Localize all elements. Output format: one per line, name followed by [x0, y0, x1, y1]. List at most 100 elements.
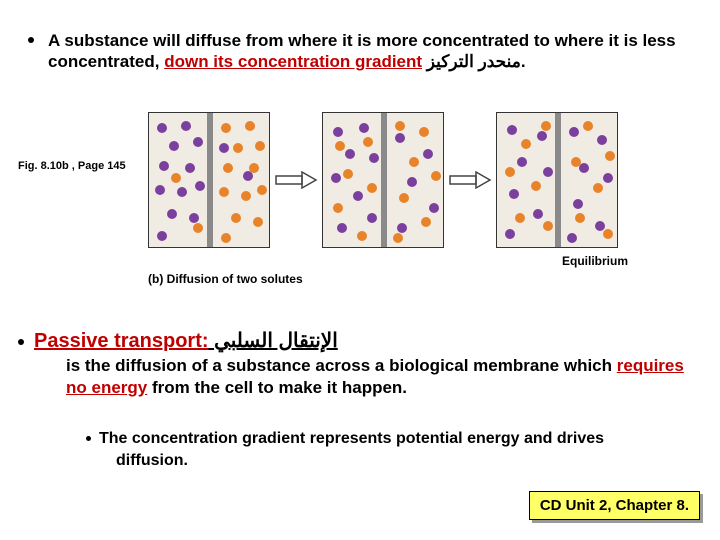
- bullet-dot: [86, 436, 91, 441]
- orange-molecule: [543, 221, 553, 231]
- purple-molecule: [397, 223, 407, 233]
- passive-desc-1: is the diffusion of a substance across a…: [66, 356, 617, 375]
- purple-molecule: [185, 163, 195, 173]
- bullet-1-ar: منحدر التركيز: [422, 52, 521, 71]
- purple-molecule: [407, 177, 417, 187]
- orange-molecule: [193, 223, 203, 233]
- purple-molecule: [333, 127, 343, 137]
- purple-molecule: [169, 141, 179, 151]
- orange-molecule: [333, 203, 343, 213]
- purple-molecule: [181, 121, 191, 131]
- purple-molecule: [369, 153, 379, 163]
- diffusion-diagram: Equilibrium (b) Diffusion of two solutes: [148, 112, 628, 287]
- orange-molecule: [603, 229, 613, 239]
- orange-molecule: [409, 157, 419, 167]
- orange-molecule: [335, 141, 345, 151]
- purple-molecule: [537, 131, 547, 141]
- purple-molecule: [423, 149, 433, 159]
- orange-molecule: [221, 233, 231, 243]
- diagram-panel: [496, 112, 618, 248]
- orange-molecule: [605, 151, 615, 161]
- purple-molecule: [195, 181, 205, 191]
- purple-molecule: [157, 123, 167, 133]
- orange-molecule: [253, 217, 263, 227]
- orange-molecule: [249, 163, 259, 173]
- purple-molecule: [219, 143, 229, 153]
- orange-molecule: [363, 137, 373, 147]
- orange-molecule: [367, 183, 377, 193]
- orange-molecule: [393, 233, 403, 243]
- purple-molecule: [367, 213, 377, 223]
- orange-molecule: [571, 157, 581, 167]
- purple-molecule: [507, 125, 517, 135]
- orange-molecule: [255, 141, 265, 151]
- purple-molecule: [337, 223, 347, 233]
- purple-molecule: [517, 157, 527, 167]
- arrow-icon: [444, 112, 496, 248]
- purple-molecule: [177, 187, 187, 197]
- bullet-dot: [18, 339, 24, 345]
- figure-label: Fig. 8.10b , Page 145: [18, 160, 126, 172]
- bullet-1-text: A substance will diffuse from where it i…: [48, 30, 692, 73]
- purple-molecule: [429, 203, 439, 213]
- membrane: [555, 113, 561, 247]
- sub-line-1: The concentration gradient represents po…: [99, 430, 604, 447]
- orange-molecule: [419, 127, 429, 137]
- diagram-panel: [322, 112, 444, 248]
- purple-molecule: [573, 199, 583, 209]
- purple-molecule: [157, 231, 167, 241]
- passive-heading-row: Passive transport: الإنتقال السلبي: [34, 328, 338, 353]
- purple-molecule: [509, 189, 519, 199]
- purple-molecule: [159, 161, 169, 171]
- orange-molecule: [219, 187, 229, 197]
- purple-molecule: [189, 213, 199, 223]
- orange-molecule: [531, 181, 541, 191]
- purple-molecule: [543, 167, 553, 177]
- diagram-caption: (b) Diffusion of two solutes: [148, 272, 303, 286]
- purple-molecule: [567, 233, 577, 243]
- orange-molecule: [421, 217, 431, 227]
- arrow-icon: [270, 112, 322, 248]
- purple-molecule: [597, 135, 607, 145]
- orange-molecule: [593, 183, 603, 193]
- purple-molecule: [579, 163, 589, 173]
- passive-description: is the diffusion of a substance across a…: [66, 355, 698, 399]
- purple-molecule: [353, 191, 363, 201]
- membrane: [381, 113, 387, 247]
- sub-line-2: diffusion.: [116, 450, 646, 472]
- bullet-dot: [28, 37, 34, 43]
- passive-transport-block: Passive transport: الإنتقال السلبي is th…: [18, 328, 698, 399]
- orange-molecule: [343, 169, 353, 179]
- orange-molecule: [431, 171, 441, 181]
- orange-molecule: [515, 213, 525, 223]
- orange-molecule: [233, 143, 243, 153]
- orange-molecule: [541, 121, 551, 131]
- passive-desc-2: from the cell to make it happen.: [147, 378, 407, 397]
- purple-molecule: [569, 127, 579, 137]
- passive-label: Passive transport:: [34, 330, 209, 352]
- orange-molecule: [583, 121, 593, 131]
- slide: A substance will diffuse from where it i…: [0, 0, 720, 540]
- purple-molecule: [345, 149, 355, 159]
- diagram-panel: [148, 112, 270, 248]
- sub-bullet-block: The concentration gradient represents po…: [86, 428, 646, 471]
- orange-molecule: [241, 191, 251, 201]
- bullet-1: A substance will diffuse from where it i…: [28, 30, 692, 73]
- orange-molecule: [245, 121, 255, 131]
- orange-molecule: [171, 173, 181, 183]
- bullet-1-red: down its concentration gradient: [164, 52, 422, 71]
- orange-molecule: [395, 121, 405, 131]
- purple-molecule: [167, 209, 177, 219]
- orange-molecule: [221, 123, 231, 133]
- equilibrium-label: Equilibrium: [562, 254, 628, 268]
- orange-molecule: [521, 139, 531, 149]
- orange-molecule: [399, 193, 409, 203]
- orange-molecule: [231, 213, 241, 223]
- purple-molecule: [505, 229, 515, 239]
- orange-molecule: [223, 163, 233, 173]
- purple-molecule: [155, 185, 165, 195]
- orange-molecule: [357, 231, 367, 241]
- purple-molecule: [603, 173, 613, 183]
- purple-molecule: [193, 137, 203, 147]
- chapter-badge: CD Unit 2, Chapter 8.: [529, 491, 700, 520]
